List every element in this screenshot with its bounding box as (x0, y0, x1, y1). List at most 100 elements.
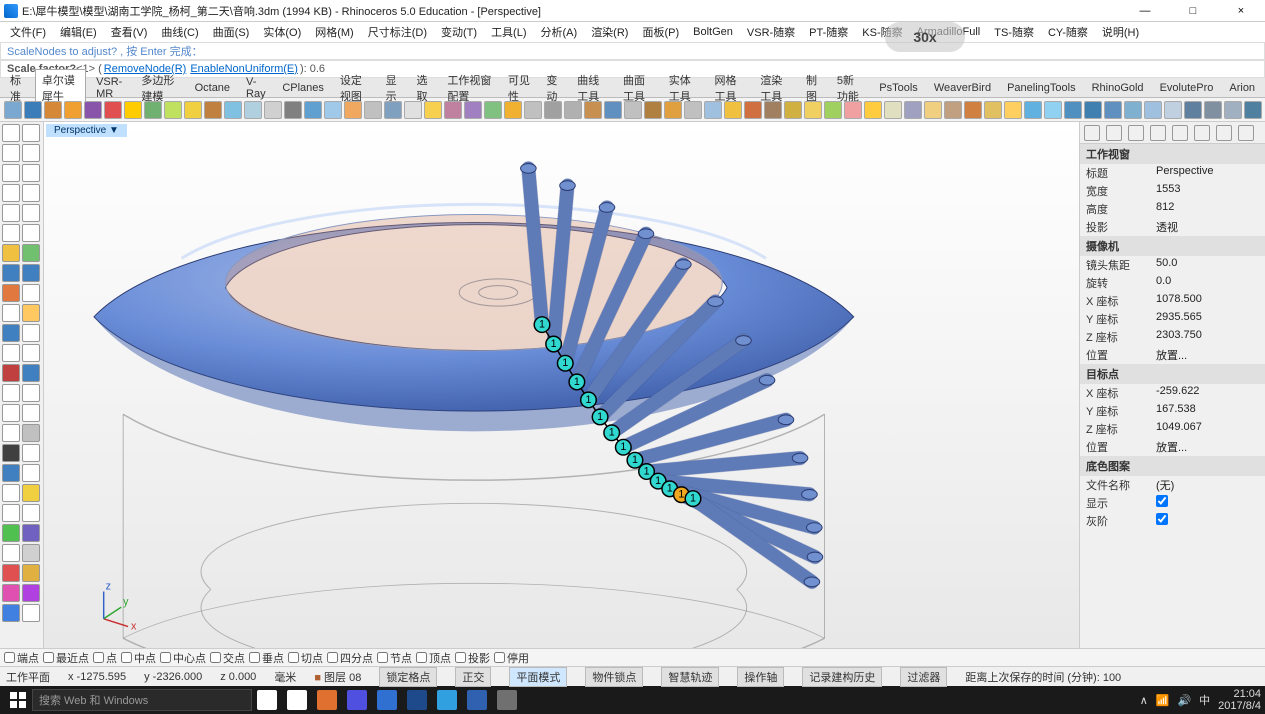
toolbar-icon[interactable] (484, 101, 502, 119)
toolbar-icon[interactable] (224, 101, 242, 119)
menu-item[interactable]: CY-随察 (1042, 24, 1094, 40)
osnap-item[interactable]: 端点 (4, 650, 39, 666)
toolbar-icon[interactable] (104, 101, 122, 119)
tool-icon[interactable] (2, 344, 20, 362)
panel-row-value[interactable]: 2303.750 (1156, 329, 1259, 345)
toolbar-icon[interactable] (684, 101, 702, 119)
toolbar-icon[interactable] (624, 101, 642, 119)
panel-tab-icon[interactable] (1216, 125, 1232, 141)
toolbar-icon[interactable] (384, 101, 402, 119)
osnap-item[interactable]: 最近点 (43, 650, 89, 666)
panel-row-value[interactable]: 50.0 (1156, 257, 1259, 273)
toolbar-tab[interactable]: RhinoGold (1086, 80, 1150, 96)
menu-item[interactable]: BoltGen (687, 26, 739, 38)
tool-icon[interactable] (2, 244, 20, 262)
tool-icon[interactable] (2, 184, 20, 202)
tool-icon[interactable] (22, 524, 40, 542)
taskbar-app-icon[interactable] (313, 688, 341, 712)
osnap-checkbox[interactable] (377, 652, 388, 663)
toolbar-icon[interactable] (1044, 101, 1062, 119)
tool-icon[interactable] (2, 464, 20, 482)
panel-row-value[interactable]: -259.622 (1156, 385, 1259, 401)
toolbar-icon[interactable] (1124, 101, 1142, 119)
tool-icon[interactable] (2, 224, 20, 242)
toolbar-icon[interactable] (1144, 101, 1162, 119)
toolbar-icon[interactable] (644, 101, 662, 119)
toolbar-icon[interactable] (184, 101, 202, 119)
toolbar-icon[interactable] (284, 101, 302, 119)
tool-icon[interactable] (2, 524, 20, 542)
panel-row-value[interactable]: 1049.067 (1156, 421, 1259, 437)
toolbar-icon[interactable] (4, 101, 22, 119)
taskbar-app-icon[interactable] (403, 688, 431, 712)
tool-icon[interactable] (22, 604, 40, 622)
toolbar-icon[interactable] (724, 101, 742, 119)
toolbar-icon[interactable] (44, 101, 62, 119)
tool-icon[interactable] (22, 584, 40, 602)
status-toggle[interactable]: 正交 (455, 667, 491, 687)
osnap-checkbox[interactable] (416, 652, 427, 663)
osnap-item[interactable]: 垂点 (249, 650, 284, 666)
start-button[interactable] (4, 688, 32, 712)
toolbar-icon[interactable] (64, 101, 82, 119)
panel-row-value[interactable]: 透视 (1156, 219, 1259, 235)
tray-volume-icon[interactable]: 🔊 (1177, 694, 1191, 707)
toolbar-icon[interactable] (444, 101, 462, 119)
tool-icon[interactable] (22, 424, 40, 442)
tool-icon[interactable] (2, 324, 20, 342)
panel-tab-icon[interactable] (1238, 125, 1254, 141)
tool-icon[interactable] (22, 324, 40, 342)
tool-icon[interactable] (2, 404, 20, 422)
toolbar-icon[interactable] (1064, 101, 1082, 119)
osnap-item[interactable]: 点 (93, 650, 117, 666)
panel-tab-icon[interactable] (1150, 125, 1166, 141)
toolbar-icon[interactable] (524, 101, 542, 119)
menu-item[interactable]: 网格(M) (309, 24, 360, 40)
menu-item[interactable]: 编辑(E) (54, 24, 103, 40)
panel-checkbox[interactable] (1156, 513, 1168, 525)
toolbar-icon[interactable] (784, 101, 802, 119)
tool-icon[interactable] (22, 264, 40, 282)
tool-icon[interactable] (22, 184, 40, 202)
osnap-checkbox[interactable] (4, 652, 15, 663)
close-button[interactable]: × (1221, 5, 1261, 17)
menu-item[interactable]: 变动(T) (435, 24, 483, 40)
osnap-item[interactable]: 停用 (494, 650, 529, 666)
toolbar-icon[interactable] (24, 101, 42, 119)
toolbar-icon[interactable] (584, 101, 602, 119)
toolbar-icon[interactable] (1224, 101, 1242, 119)
toolbar-tab[interactable]: EvolutePro (1154, 80, 1220, 96)
taskbar-app-icon[interactable] (463, 688, 491, 712)
menu-item[interactable]: 分析(A) (535, 24, 584, 40)
taskbar-search[interactable]: 搜索 Web 和 Windows (32, 689, 252, 711)
tool-icon[interactable] (22, 384, 40, 402)
taskbar-app-icon[interactable] (493, 688, 521, 712)
toolbar-icon[interactable] (1204, 101, 1222, 119)
menu-item[interactable]: 尺寸标注(D) (362, 24, 433, 40)
osnap-item[interactable]: 中心点 (160, 650, 206, 666)
toolbar-icon[interactable] (704, 101, 722, 119)
toolbar-icon[interactable] (564, 101, 582, 119)
tool-icon[interactable] (22, 364, 40, 382)
tool-icon[interactable] (22, 244, 40, 262)
osnap-item[interactable]: 交点 (210, 650, 245, 666)
toolbar-tab[interactable]: VSR-MR (90, 74, 131, 102)
osnap-item[interactable]: 顶点 (416, 650, 451, 666)
toolbar-icon[interactable] (304, 101, 322, 119)
menu-item[interactable]: PT-随察 (803, 24, 854, 40)
tool-icon[interactable] (2, 484, 20, 502)
tool-icon[interactable] (22, 464, 40, 482)
toolbar-icon[interactable] (984, 101, 1002, 119)
osnap-item[interactable]: 切点 (288, 650, 323, 666)
tray-ime[interactable]: 中 (1199, 692, 1210, 708)
tool-icon[interactable] (22, 304, 40, 322)
status-toggle[interactable]: 过滤器 (900, 667, 947, 687)
minimize-button[interactable]: — (1125, 5, 1165, 17)
taskbar-app-icon[interactable] (283, 688, 311, 712)
tool-icon[interactable] (22, 484, 40, 502)
status-toggle[interactable]: 物件锁点 (585, 667, 643, 687)
toolbar-icon[interactable] (464, 101, 482, 119)
toolbar-tab[interactable]: PanelingTools (1001, 80, 1082, 96)
toolbar-icon[interactable] (1184, 101, 1202, 119)
toolbar-icon[interactable] (244, 101, 262, 119)
